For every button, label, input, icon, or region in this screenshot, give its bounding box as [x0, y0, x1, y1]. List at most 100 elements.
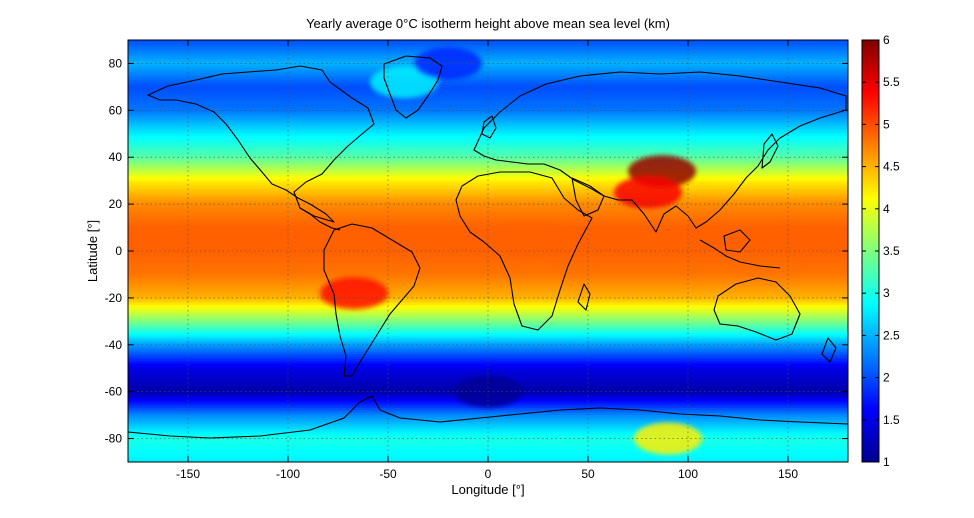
heatmap-band	[128, 335, 848, 339]
heatmap-band	[128, 199, 848, 203]
heatmap-band	[128, 307, 848, 311]
y-tick-label: 80	[109, 56, 123, 70]
heatmap-band	[128, 269, 848, 273]
coastline-arabia	[571, 177, 605, 217]
heatmap-band	[128, 154, 848, 158]
y-tick-label: -80	[105, 432, 123, 446]
colorbar-tick-label: 1	[883, 455, 890, 469]
heatmap-band	[128, 152, 848, 156]
heatmap-band	[128, 220, 848, 224]
coastline-japan	[761, 133, 779, 169]
heatmap-band	[128, 54, 848, 58]
heatmap-band	[128, 72, 848, 76]
heatmap-band	[128, 107, 848, 111]
heatmap-band	[128, 145, 848, 149]
x-tick-label: -50	[379, 467, 397, 481]
heatmap-band	[128, 213, 848, 217]
heatmap-band	[128, 429, 848, 433]
heatmap-band	[128, 115, 848, 118]
colorbar-tick-label: 5.5	[883, 75, 900, 89]
x-tick-label: 0	[485, 467, 492, 481]
heatmap-band	[128, 279, 848, 283]
y-tick-label: -60	[105, 385, 123, 399]
heatmap-band	[128, 96, 848, 100]
colorbar-tick-label: 4.5	[883, 160, 900, 174]
x-tick-label: 150	[778, 467, 798, 481]
heatmap-band	[128, 175, 848, 179]
heatmap-band	[128, 126, 848, 130]
heatmap-band	[128, 204, 848, 208]
heatmap-band	[128, 351, 848, 355]
heatmap-band	[128, 185, 848, 189]
heatmap-band	[128, 91, 848, 95]
y-axis-label: Latitude [°]	[85, 220, 100, 282]
heatmap-band	[128, 445, 848, 449]
colorbar-tick-label: 5	[883, 117, 890, 131]
heatmap-band	[128, 316, 848, 320]
coastline-madagascar	[577, 283, 591, 311]
heatmap-band	[128, 86, 848, 90]
heatmap-band	[128, 450, 848, 454]
heatmap-band	[128, 180, 848, 184]
heatmap-band	[128, 77, 848, 81]
heatmap-band	[128, 112, 848, 116]
heatmap-band	[128, 328, 848, 332]
heatmap-band	[128, 140, 848, 144]
heatmap-band	[128, 253, 848, 257]
heatmap-feature	[320, 277, 388, 310]
heatmap-band	[128, 168, 848, 172]
heatmap-band	[128, 297, 848, 301]
heatmap-band	[128, 194, 848, 198]
heatmap-band	[128, 225, 848, 229]
coastline-central-america	[299, 207, 341, 231]
heatmap-band	[128, 424, 848, 428]
colorbar-tick-label: 4	[883, 202, 890, 216]
y-tick-label: -20	[105, 291, 123, 305]
heatmap-band	[128, 356, 848, 360]
heatmap-band	[128, 159, 848, 163]
x-tick-label: -150	[176, 467, 200, 481]
x-tick-label: 100	[678, 467, 698, 481]
y-axis-ticks: -80 -60 -40 -20 0 20 40 60 80	[105, 56, 848, 446]
heatmap-band	[128, 262, 848, 266]
heatmap-band	[128, 229, 848, 233]
coastline-borneo	[723, 229, 751, 253]
heatmap-band	[128, 234, 848, 238]
heatmap-band	[128, 365, 848, 369]
heatmap-band	[128, 302, 848, 306]
heatmap-band	[128, 208, 848, 212]
heatmap-band	[128, 447, 848, 451]
gridlines	[128, 40, 848, 462]
heatmap-band	[128, 323, 848, 327]
coastline-north-america	[147, 65, 375, 223]
heatmap-band	[128, 330, 848, 334]
y-tick-label: -40	[105, 338, 123, 352]
colorbar-tick-label: 6	[883, 33, 890, 47]
heatmap-band	[128, 438, 848, 442]
heatmap-band	[128, 150, 848, 154]
heatmap-band	[128, 110, 848, 114]
heatmap-band	[128, 440, 848, 444]
heatmap-band	[128, 222, 848, 226]
colorbar-ticks: 1 1.5 2 2.5 3 3.5 4 4.5 5 5.5 6	[862, 33, 900, 469]
heatmap-band	[128, 51, 848, 55]
heatmap-band	[128, 370, 848, 374]
heatmap-band	[128, 211, 848, 215]
heatmap-band	[128, 258, 848, 261]
coastline-antarctica	[128, 395, 848, 439]
heatmap-band	[128, 267, 848, 271]
heatmap-band	[128, 293, 848, 297]
heatmap-band	[128, 131, 848, 135]
heatmap-band	[128, 161, 848, 165]
heatmap-band	[128, 276, 848, 280]
heatmap-band	[128, 333, 848, 336]
heatmap-band	[128, 283, 848, 287]
coastline-greenland	[383, 55, 443, 119]
heatmap-band	[128, 68, 848, 72]
heatmap-band	[128, 164, 848, 168]
heatmap-band	[128, 274, 848, 278]
heatmap-band	[128, 361, 848, 365]
heatmap-band	[128, 248, 848, 252]
y-tick-label: 20	[109, 197, 123, 211]
